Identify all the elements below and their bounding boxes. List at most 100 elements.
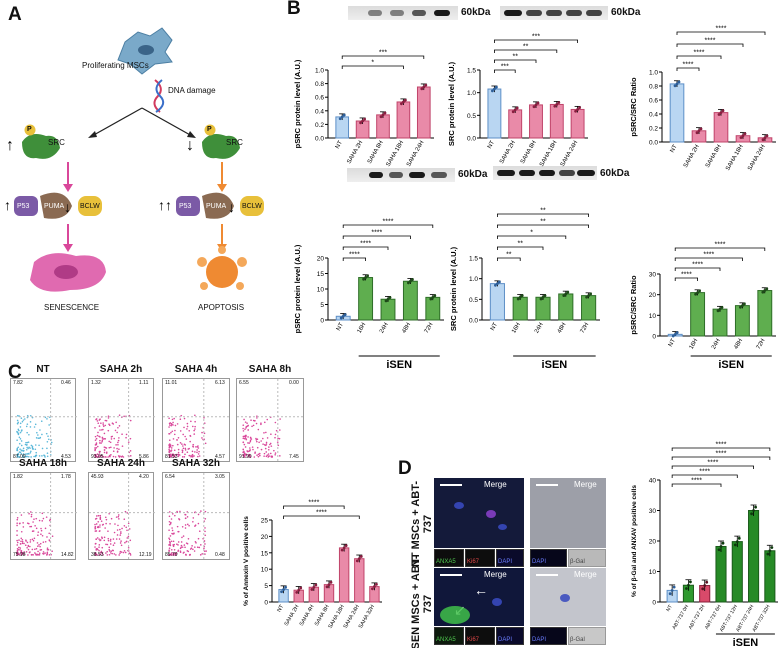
blot-src-saha xyxy=(500,6,608,20)
x-tick-label: SAHA 24H xyxy=(406,140,426,168)
flow-event xyxy=(247,442,249,444)
flow-event xyxy=(263,432,265,434)
micro-isen-anxa5: ANXA5 xyxy=(434,627,464,645)
flow-event xyxy=(104,446,106,448)
flow-event xyxy=(271,445,273,447)
flow-event xyxy=(258,429,260,431)
flow-event xyxy=(20,426,22,428)
flow-event xyxy=(187,451,189,453)
flow-event xyxy=(104,449,106,451)
significance-label: **** xyxy=(349,252,360,259)
flow-event xyxy=(170,522,172,524)
significance-label: **** xyxy=(360,241,371,248)
significance-label: **** xyxy=(383,219,394,226)
flow-event xyxy=(177,526,179,528)
src-left-label: SRC xyxy=(48,138,65,147)
flow-event xyxy=(279,429,281,431)
y-tick-label: 0.5 xyxy=(469,297,478,304)
merge-label-1: Merge xyxy=(484,480,507,489)
y-axis-title: SRC protein level (A.U.) xyxy=(449,246,458,331)
flow-event xyxy=(18,429,20,431)
flow-event xyxy=(171,518,173,520)
flow-event xyxy=(169,524,171,526)
flow-event xyxy=(37,545,39,547)
flow-scatter xyxy=(237,379,305,463)
flow-event xyxy=(182,452,184,454)
flow-event xyxy=(99,419,101,421)
bclw-left-label: BCLW xyxy=(80,203,100,210)
flow-event xyxy=(180,415,182,417)
flow-event xyxy=(21,440,23,442)
x-tick-label: 24H xyxy=(711,338,722,351)
flow-event xyxy=(181,545,183,547)
flow-event xyxy=(196,452,198,454)
data-point xyxy=(766,553,769,556)
flow-event xyxy=(199,530,201,532)
flow-event xyxy=(170,444,172,446)
flow-plot: 6.55 0.00 91.90 7.45 xyxy=(236,378,304,462)
flow-event xyxy=(204,527,206,529)
flow-event xyxy=(94,448,96,450)
x-tick-label: 48H xyxy=(733,338,744,351)
flow-event xyxy=(101,441,103,443)
flow-event xyxy=(33,530,35,532)
significance-label: ** xyxy=(523,44,529,51)
flow-plot-title: SAHA 18h xyxy=(10,458,76,469)
y-tick-label: 25 xyxy=(261,518,269,525)
flow-event xyxy=(203,548,205,550)
flow-event xyxy=(182,445,184,447)
flow-event xyxy=(188,455,190,457)
flow-event xyxy=(172,422,174,424)
data-point xyxy=(314,584,317,587)
y-axis-title: % of β-Gal and ANXAV positive cells xyxy=(631,485,638,597)
flow-event xyxy=(266,456,268,458)
x-tick-label: 24H xyxy=(534,322,545,335)
flow-event xyxy=(108,423,110,425)
flow-event xyxy=(245,446,247,448)
flow-plot-title: SAHA 4h xyxy=(162,364,230,375)
flow-event xyxy=(22,539,24,541)
data-point xyxy=(700,128,703,131)
ki67-label-1: Ki67 xyxy=(467,559,479,565)
flow-event xyxy=(43,518,45,520)
flow-event xyxy=(264,422,266,424)
flow-event xyxy=(176,511,178,513)
bclw-right-label: BCLW xyxy=(242,203,262,210)
flow-event xyxy=(32,549,34,551)
flow-event xyxy=(247,436,249,438)
flow-event xyxy=(275,422,277,424)
flow-event xyxy=(19,549,21,551)
flow-plot-title: SAHA 24h xyxy=(88,458,154,469)
flow-event xyxy=(96,444,98,446)
flow-event xyxy=(98,538,100,540)
flow-event xyxy=(97,549,99,551)
flow-event xyxy=(174,434,176,436)
flow-event xyxy=(95,436,97,438)
phospho-right-label: P xyxy=(207,126,212,133)
micro-nt-dapi: DAPI xyxy=(496,549,524,567)
flow-event xyxy=(245,421,247,423)
flow-event xyxy=(46,418,48,420)
flow-event xyxy=(106,420,108,422)
flow-event xyxy=(256,441,258,443)
flow-event xyxy=(198,538,200,540)
data-point xyxy=(280,590,283,593)
flow-event xyxy=(39,520,41,522)
flow-event xyxy=(45,528,47,530)
flow-event xyxy=(185,517,187,519)
flow-event xyxy=(103,425,105,427)
flow-event xyxy=(16,522,18,524)
flow-event xyxy=(123,416,125,418)
svg-text:↓: ↓ xyxy=(186,137,194,154)
flow-event xyxy=(108,547,110,549)
micro-nt-bgal: β-Gal xyxy=(568,549,606,567)
quadrant-value: 6.55 xyxy=(239,380,249,386)
quadrant-value: 3.05 xyxy=(215,474,225,480)
flow-event xyxy=(169,521,171,523)
flow-event xyxy=(30,452,32,454)
x-tick-label: SAHA 24H xyxy=(747,144,767,172)
x-tick-label: NT xyxy=(490,322,499,332)
flow-event xyxy=(96,523,98,525)
flow-plot: 11.01 6.13 81.53 4.57 xyxy=(162,378,230,462)
flow-event xyxy=(26,426,28,428)
